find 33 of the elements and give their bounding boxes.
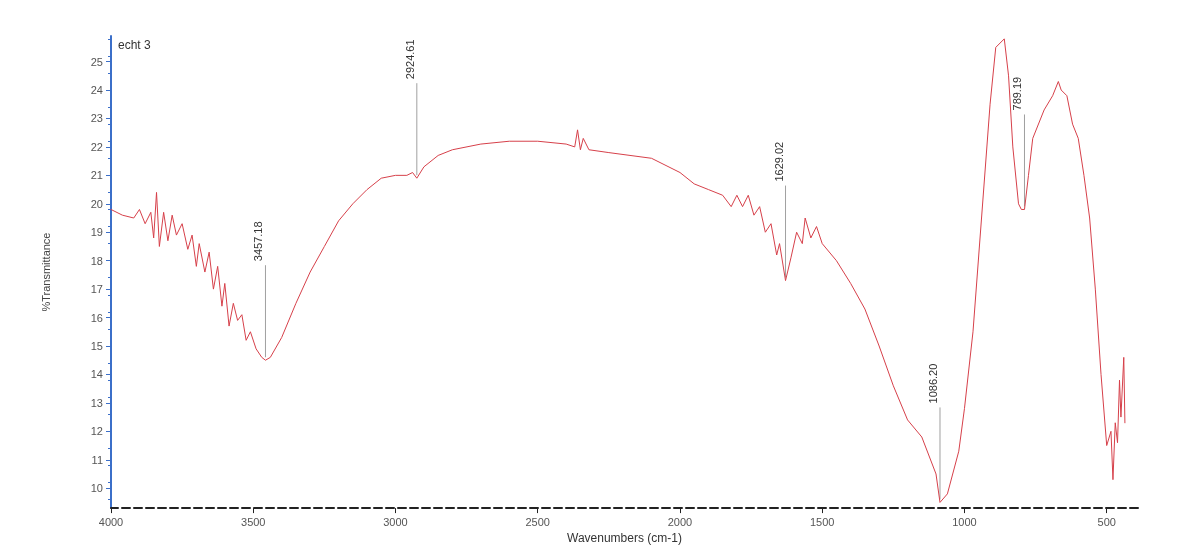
y-tick-label: 20 [90, 197, 103, 210]
y-tick-label: 23 [90, 112, 103, 125]
y-tick-label: 12 [90, 425, 103, 438]
annotation: 2924.61 [403, 39, 416, 80]
y-tick-label: 18 [90, 254, 103, 267]
annotation: 1629.02 [772, 141, 785, 182]
y-tick-label: 10 [90, 482, 103, 495]
x-tick-label: 1500 [809, 515, 835, 528]
y-tick-label: 25 [90, 55, 103, 68]
y-tick-label: 11 [91, 453, 103, 466]
x-tick-label: 2000 [667, 515, 693, 528]
y-tick-label: 22 [90, 140, 103, 153]
x-tick-label: 3000 [383, 515, 408, 528]
y-tick-label: 13 [90, 396, 103, 409]
y-tick-label: 24 [90, 84, 103, 97]
y-tick-label: 21 [90, 169, 103, 182]
line-series [110, 38, 1126, 503]
annotation: 1086.20 [927, 363, 939, 404]
x-tick-label: 4000 [98, 515, 124, 528]
y-axis-title: %Transmittance [39, 232, 52, 312]
y-tick-label: 17 [90, 283, 103, 296]
x-tick-label: 500 [1097, 515, 1116, 528]
y-tick-label: 16 [90, 311, 103, 324]
chart-title: echt 3 [118, 38, 152, 52]
y-tick-label: 15 [90, 339, 103, 352]
y-tick-label: 14 [90, 368, 103, 381]
x-tick-label: 2500 [525, 515, 550, 528]
y-tick-label: 19 [90, 226, 103, 239]
x-axis-title: Wavenumbers (cm-1) [567, 531, 682, 545]
x-tick-label: 1000 [952, 515, 977, 528]
annotation: 3457.18 [252, 221, 265, 262]
x-tick-label: 3500 [241, 515, 266, 528]
annotation: 789.19 [1011, 76, 1024, 111]
